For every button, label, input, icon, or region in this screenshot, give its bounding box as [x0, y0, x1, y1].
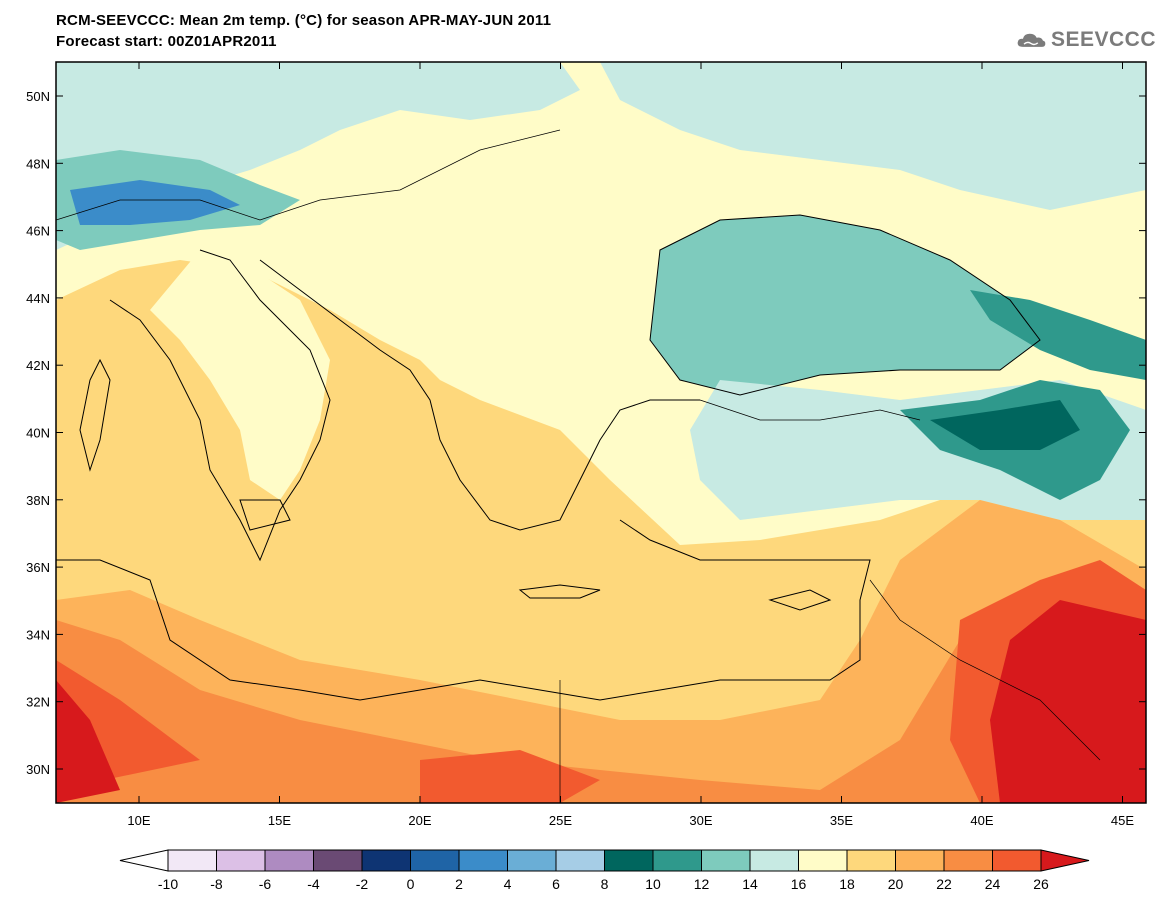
colorbar-label: -2	[356, 876, 369, 892]
coastline-italy	[109, 249, 331, 562]
lat-label: 42N	[26, 358, 50, 373]
coastline-balkans	[259, 259, 700, 531]
coastline-south	[56, 519, 871, 701]
field-south-hot	[56, 600, 1146, 803]
colorbar-label: 16	[791, 876, 807, 892]
colorbar-label: -8	[210, 876, 223, 892]
colorbar-segment	[313, 849, 363, 872]
lat-label: 32N	[26, 695, 50, 710]
field-north-cool	[56, 62, 580, 250]
seevccc-logo: SEEVCCC	[1016, 22, 1156, 58]
lat-label: 46N	[26, 224, 50, 239]
colorbar-label: 4	[504, 876, 512, 892]
lat-label: 44N	[26, 291, 50, 306]
field-tunisia-very-hot	[56, 680, 120, 803]
colorbar-label: 12	[694, 876, 710, 892]
colorbar-high-arrow	[1040, 849, 1090, 872]
colorbar-label: 2	[455, 876, 463, 892]
colorbar-segment	[992, 849, 1042, 872]
sicily-outline	[239, 499, 291, 531]
field-black-sea	[650, 215, 1040, 395]
lon-label: 10E	[127, 813, 150, 828]
colorbar-segment	[555, 849, 605, 872]
field-anatolia-cold	[930, 400, 1080, 450]
colorbar-label: 22	[936, 876, 952, 892]
border-north	[56, 129, 561, 221]
cyprus-outline	[768, 589, 832, 611]
colorbar-label: 20	[888, 876, 904, 892]
lat-label: 50N	[26, 89, 50, 104]
map-subtitle: Forecast start: 00Z01APR2011	[56, 33, 277, 50]
colorbar-segment	[361, 849, 411, 872]
temperature-field	[56, 62, 1146, 803]
colorbar-segment	[264, 849, 314, 872]
colorbar-segment	[749, 849, 799, 872]
colorbar-label: 6	[552, 876, 560, 892]
colorbar-label: -4	[307, 876, 320, 892]
colorbar-label: 26	[1033, 876, 1049, 892]
field-italy	[150, 250, 330, 500]
crete-outline	[518, 584, 601, 599]
colorbar: -10 -8 -6 -4 -2 0 2 4 6 8 10 12 14 16 18 20 22 24 26	[119, 849, 1090, 892]
colorbar-label: -10	[158, 876, 178, 892]
colorbar-segment	[216, 849, 266, 872]
colorbar-segment	[943, 849, 993, 872]
colorbar-segment	[604, 849, 654, 872]
coastline-anatolia	[699, 399, 921, 421]
lat-label: 40N	[26, 426, 50, 441]
colorbar-segment	[652, 849, 702, 872]
colorbar-segment	[410, 849, 460, 872]
lon-label: 25E	[549, 813, 572, 828]
field-arabia-very-hot	[990, 600, 1146, 803]
colorbar-low-arrow	[119, 849, 169, 872]
colorbar-segment	[846, 849, 896, 872]
field-alps-cold	[70, 180, 240, 225]
sardinia-outline	[79, 358, 111, 472]
field-caucasus	[970, 290, 1146, 380]
lon-label: 30E	[689, 813, 712, 828]
coastline-black-sea	[649, 214, 1041, 396]
colorbar-segment	[507, 849, 557, 872]
lon-label: 15E	[268, 813, 291, 828]
lon-label: 45E	[1111, 813, 1134, 828]
lat-label: 48N	[26, 156, 50, 171]
colorbar-segment	[798, 849, 848, 872]
map-title: RCM-SEEVCCC: Mean 2m temp. (°C) for seas…	[56, 12, 552, 29]
border-east	[869, 579, 1101, 761]
colorbar-label: 10	[645, 876, 661, 892]
logo-text: SEEVCCC	[1050, 28, 1156, 51]
lon-label: 40E	[970, 813, 993, 828]
colorbar-segment	[458, 849, 508, 872]
colorbar-label: 0	[407, 876, 415, 892]
lon-label: 20E	[408, 813, 431, 828]
lat-label: 30N	[26, 762, 50, 777]
latitude-axis: 50N 48N 46N 44N 42N 40N 38N 36N 34N 32N 30N	[26, 89, 1146, 777]
colorbar-label: 14	[742, 876, 758, 892]
colorbar-label: 18	[839, 876, 855, 892]
lat-label: 36N	[26, 560, 50, 575]
lat-label: 38N	[26, 493, 50, 508]
lon-label: 35E	[830, 813, 853, 828]
colorbar-label: -6	[259, 876, 272, 892]
colorbar-label: 8	[601, 876, 609, 892]
colorbar-segment	[167, 849, 217, 872]
longitude-axis: 10E 15E 20E 25E 30E 35E 40E 45E	[127, 62, 1134, 828]
field-northeast-cool	[600, 62, 1146, 210]
colorbar-segment	[701, 849, 751, 872]
field-egypt-hot	[420, 750, 600, 803]
colorbar-segment	[895, 849, 945, 872]
cloud-icon	[1017, 33, 1046, 47]
lat-label: 34N	[26, 627, 50, 642]
colorbar-label: 24	[985, 876, 1001, 892]
